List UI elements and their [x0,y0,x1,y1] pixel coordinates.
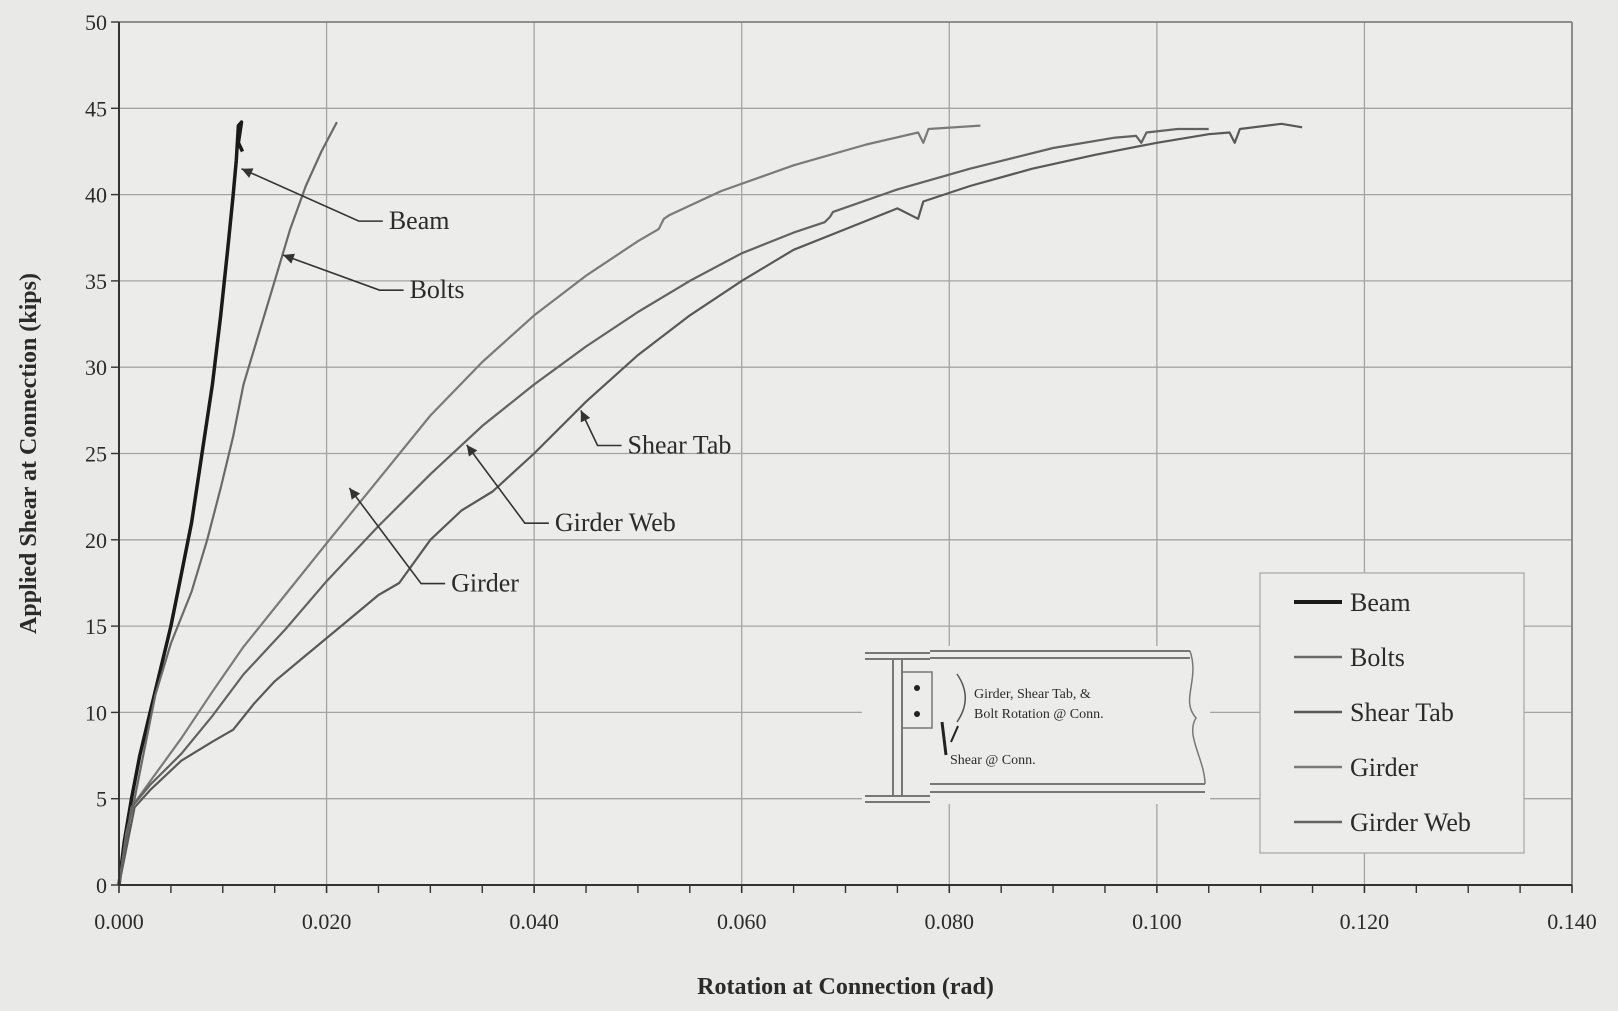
series-line-girder [117,124,981,886]
bolt-2 [914,711,920,717]
shear-arrow [940,721,948,756]
annotation-label-bolts: Bolts [410,275,465,304]
y-tick-label-35: 35 [85,269,107,294]
x-tick-label-0.000: 0.000 [94,909,144,934]
annotation-arrowhead-girder [349,488,361,500]
annotation-arrowhead-bolts [282,253,295,264]
y-tick-label-5: 5 [96,787,107,812]
y-tick-label-45: 45 [85,96,107,121]
x-tick-label-0.080: 0.080 [925,909,975,934]
axes-group: 0 5 10 15 20 25 30 35 40 45 50 0.000 0.020 0.040 0.060… [16,10,1597,1000]
inset-shear-label: Shear @ Conn. [950,753,1036,768]
inset-rotation-label-line1: Girder, Shear Tab, & [974,687,1091,702]
series-line-shear-tab [117,122,1303,886]
annotation-arrowhead-shear-tab [580,410,591,423]
y-axis-title: Applied Shear at Connection (kips) [16,273,42,634]
beam-break-line [1188,650,1206,785]
annotation-label-girder-web: Girder Web [555,508,676,537]
legend-label-beam: Beam [1350,588,1411,617]
x-tick-label-0.040: 0.040 [509,909,559,934]
y-tick-label-30: 30 [85,355,107,380]
inset-background [862,646,1210,804]
series-line-girder-web [117,127,1209,886]
annotation-leader-girder [348,487,446,585]
x-tick-label-0.020: 0.020 [302,909,352,934]
x-tick-label-0.100: 0.100 [1132,909,1182,934]
y-tick-label-40: 40 [85,183,107,208]
annotations-group: Beam Bolts Shear Tab Girder Web Girder [241,167,732,598]
annotation-leader-girder-web [466,444,549,524]
legend-label-girder: Girder [1350,753,1418,782]
legend-label-shear-tab: Shear Tab [1350,698,1454,727]
series-line-bolts [117,121,338,886]
annotation-leader-shear-tab [580,410,622,447]
bolt-1 [914,685,920,691]
shear-tab-plate [901,671,933,729]
annotation-leader-beam [241,167,383,222]
annotation-label-beam: Beam [389,206,450,235]
x-tick-label-0.140: 0.140 [1547,909,1597,934]
y-tick-label-15: 15 [85,614,107,639]
annotation-arrowhead-beam [241,168,254,178]
x-tick-label-0.120: 0.120 [1340,909,1390,934]
y-tick-label-0: 0 [96,873,107,898]
y-tick-label-10: 10 [85,700,107,725]
legend-label-girder-web: Girder Web [1350,808,1471,837]
annotation-label-girder: Girder [451,569,519,598]
legend-label-bolts: Bolts [1350,643,1405,672]
series-group [117,120,1303,886]
series-line-beam [117,120,245,886]
y-tick-label-50: 50 [85,10,107,35]
rotation-arrow [956,673,966,723]
y-tick-label-20: 20 [85,528,107,553]
y-tick-label-25: 25 [85,442,107,467]
annotation-leader-bolts [282,254,404,291]
inset-rotation-label-line2: Bolt Rotation @ Conn. [974,707,1104,722]
x-tick-label-0.060: 0.060 [717,909,767,934]
legend: Beam Bolts Shear Tab Girder Girder Web [1259,572,1525,854]
x-axis-title: Rotation at Connection (rad) [697,974,994,1000]
connection-inset-diagram: Girder, Shear Tab, & Bolt Rotation @ Con… [862,646,1210,804]
shear-pointer [950,725,959,743]
annotation-arrowhead-girder-web [466,444,478,457]
annotation-label-shear-tab: Shear Tab [628,431,732,460]
